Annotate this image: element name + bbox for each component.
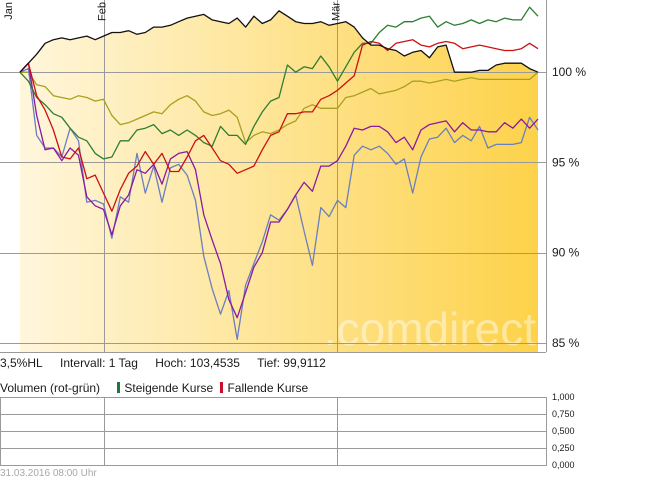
interval-label: Intervall: 1 Tag [60,356,138,370]
series-line-green [19,6,539,160]
legend-falling: Fallende Kurse [220,381,308,395]
month-label: Jan [3,2,15,20]
month-label: Mär [331,2,343,21]
legend-rising-label: Steigende Kurse [124,381,214,395]
stats-row: 3,5%HL Intervall: 1 Tag Hoch: 103,4535 T… [0,356,340,370]
volume-tick-label: 0,000 [552,460,575,470]
rising-swatch [117,382,121,393]
series-line-olive [20,71,539,144]
month-label: Feb [97,2,109,21]
volume-title: Volumen (rot-grün) [0,381,101,395]
y-tick-label: 100 % [552,65,586,79]
low-label: Tief: 99,9112 [257,356,326,370]
volume-tick-label: 0,250 [552,443,575,453]
y-tick-label: 90 % [552,246,580,260]
volume-tick-label: 1,000 [552,392,575,402]
watermark: .comdirect [324,303,536,355]
range-label: 3,5%HL [0,356,43,370]
series-line-black [19,10,539,73]
y-tick-label: 95 % [552,155,580,169]
high-label: Hoch: 103,4535 [155,356,240,370]
y-tick-label: 85 % [552,336,580,350]
legend-falling-label: Fallende Kurse [227,381,309,395]
price-area [20,10,538,352]
series-line-blue [19,67,539,341]
volume-legend: Volumen (rot-grün) Steigende Kurse Falle… [0,381,308,395]
falling-swatch [220,382,224,393]
volume-tick-label: 0,500 [552,426,575,436]
legend-rising: Steigende Kurse [117,381,213,395]
volume-tick-label: 0,750 [552,409,575,419]
timestamp: 31.03.2016 08:00 Uhr [0,468,97,479]
series-line-red [19,39,539,212]
series-line-purple [19,62,539,319]
